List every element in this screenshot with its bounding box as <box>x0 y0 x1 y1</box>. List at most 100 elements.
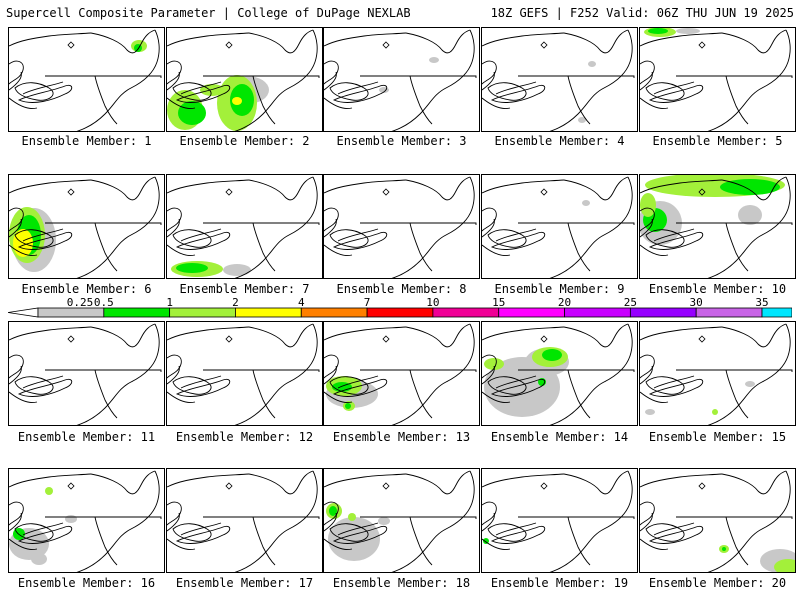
scale-color-bin <box>103 307 171 318</box>
ensemble-member-label: Ensemble Member: 15 <box>648 430 787 444</box>
map-border-line <box>329 229 369 248</box>
map-border-line <box>324 244 353 256</box>
map-border-line <box>721 29 787 54</box>
map-border-line <box>167 512 180 532</box>
map-border-line <box>324 512 337 532</box>
map-border-line <box>329 82 369 101</box>
map-border-line <box>203 369 320 372</box>
ensemble-panel-10 <box>639 174 796 279</box>
scp-contour-fill <box>223 264 251 276</box>
map-border-line <box>175 84 231 103</box>
map-border-line <box>94 222 118 272</box>
panel-map <box>640 470 795 572</box>
map-border-line <box>518 75 635 78</box>
map-border-line <box>645 376 685 395</box>
map-border-line <box>676 75 793 78</box>
map-border-line <box>324 326 407 341</box>
map-border-line <box>9 326 92 341</box>
map-border-line <box>640 71 653 91</box>
map-border-line <box>391 470 475 572</box>
scp-contour-fill <box>676 28 700 34</box>
map-border-line <box>252 222 276 272</box>
map-border-line <box>337 228 379 242</box>
map-border-line <box>725 222 749 272</box>
scp-contour-fill <box>578 117 586 123</box>
map-border-line <box>409 222 433 272</box>
ensemble-member-label: Ensemble Member: 14 <box>490 430 629 444</box>
map-border-line <box>172 229 212 248</box>
map-border-line <box>482 207 497 232</box>
station-marker-icon <box>382 482 390 490</box>
scp-contour-fill <box>542 349 562 361</box>
ensemble-member-label: Ensemble Member: 17 <box>175 576 314 590</box>
map-border-line <box>324 60 339 85</box>
ensemble-panel-11 <box>8 321 165 426</box>
map-border-line <box>640 218 653 238</box>
map-border-line <box>409 516 433 566</box>
map-border-line <box>9 32 92 47</box>
map-border-line <box>94 369 118 419</box>
map-border-line <box>337 81 379 95</box>
map-border-line <box>9 60 24 85</box>
map-border-line <box>640 473 723 488</box>
map-border-line <box>175 378 231 397</box>
map-border-line <box>482 391 511 403</box>
ensemble-panel-17 <box>166 468 323 573</box>
map-border-line <box>640 32 723 47</box>
map-border-line <box>676 222 793 225</box>
map-border-line <box>567 222 591 272</box>
map-border-line <box>640 207 655 232</box>
ensemble-member-label: Ensemble Member: 6 <box>21 282 152 296</box>
map-border-line <box>648 525 704 544</box>
scp-contour-fill <box>645 409 655 415</box>
map-border-line <box>549 470 633 572</box>
scp-contour-fill <box>178 101 206 125</box>
scale-color-bin <box>235 307 302 318</box>
panel-map <box>324 323 477 425</box>
map-border-line <box>332 84 388 103</box>
scale-tick-label: 35 <box>755 296 769 309</box>
map-border-line <box>405 176 471 201</box>
ensemble-panel-15 <box>639 321 796 426</box>
station-marker-icon <box>698 482 706 490</box>
station-marker-icon <box>225 188 233 196</box>
map-border-line <box>167 32 250 47</box>
map-border-line <box>175 231 231 250</box>
map-border-line <box>721 323 787 348</box>
scale-color-bin <box>300 307 368 318</box>
ensemble-panel-12 <box>166 321 323 426</box>
map-border-line <box>645 82 685 101</box>
scale-tick-label: 1 <box>166 296 173 309</box>
map-border-line <box>405 29 471 54</box>
map-border-line <box>405 470 471 495</box>
map-border-line <box>90 323 156 348</box>
scp-contour-fill <box>722 547 726 551</box>
map-border-line <box>640 60 655 85</box>
map-border-line <box>167 365 180 385</box>
scp-contour-fill <box>232 97 242 105</box>
map-border-line <box>490 378 546 397</box>
map-border-line <box>324 32 407 47</box>
map-border-line <box>203 222 320 225</box>
ensemble-panel-16 <box>8 468 165 573</box>
map-border-line <box>9 71 22 91</box>
map-border-line <box>248 323 314 348</box>
scp-contour-fill <box>429 57 439 63</box>
ensemble-member-label: Ensemble Member: 12 <box>175 430 314 444</box>
map-border-line <box>167 207 182 232</box>
map-border-line <box>518 222 635 225</box>
scale-tick-label: 25 <box>623 296 637 309</box>
map-border-line <box>495 522 537 536</box>
ensemble-panel-4 <box>481 27 638 132</box>
map-border-line <box>324 218 337 238</box>
map-border-line <box>94 516 118 566</box>
map-border-line <box>490 231 546 250</box>
ensemble-panel-7 <box>166 174 323 279</box>
ensemble-member-label: Ensemble Member: 1 <box>21 134 152 148</box>
scp-contour-fill <box>484 358 504 370</box>
panel-map <box>167 29 320 131</box>
ensemble-panel-5 <box>639 27 796 132</box>
map-border-line <box>482 71 495 91</box>
scale-tick-label: 4 <box>297 296 305 309</box>
map-border-line <box>360 75 477 78</box>
